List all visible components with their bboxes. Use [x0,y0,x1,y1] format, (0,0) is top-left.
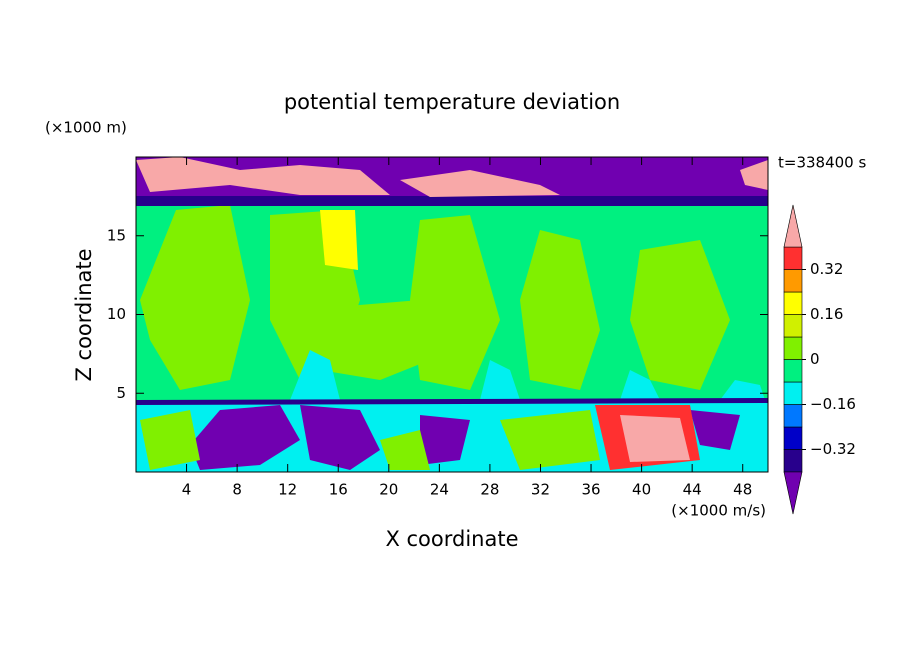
chart-title: potential temperature deviation [284,90,620,114]
colorbar-box [783,404,803,428]
annotation: t=338400 s [778,154,866,172]
x-tick-label: 16 [329,481,348,499]
x-unit: (×1000 m/s) [671,502,766,520]
colorbar-label: 0 [810,350,820,368]
field-low-edge [136,398,768,405]
field-top-warm [136,157,768,197]
x-tick-label: 12 [278,481,297,499]
colorbar-box [783,336,803,360]
colorbar-box [783,359,803,383]
field-cool [290,350,765,400]
field-low-peak [620,415,690,462]
field [136,157,768,472]
field-top-edge [136,196,768,206]
y-axis-label: Z coordinate [72,248,96,381]
x-tick-label: 32 [531,481,550,499]
x-tick-label: 24 [430,481,449,499]
y-tick-label: 5 [116,384,126,402]
x-axis-label: X coordinate [385,527,518,551]
colorbar-box [783,291,803,315]
field-low-cold [190,405,740,470]
y-tick-label: 15 [107,226,126,244]
y-unit: (×1000 m) [45,119,127,137]
colorbar-box [783,426,803,450]
x-tick-label: 36 [581,481,600,499]
field-low-mid [140,410,600,470]
x-tick-label: 8 [232,481,242,499]
colorbar-under [783,471,803,515]
colorbar-box [783,269,803,293]
colorbar-box [783,381,803,405]
colorbar-label: 0.16 [810,305,843,323]
colorbar-box [783,246,803,270]
colorbar-box [783,449,803,473]
x-tick-label: 44 [683,481,702,499]
x-tick-label: 28 [480,481,499,499]
x-tick-label: 48 [733,481,752,499]
colorbar-label: −0.32 [810,440,856,458]
x-tick-label: 40 [632,481,651,499]
colorbar-label: 0.32 [810,260,843,278]
x-tick-label: 20 [379,481,398,499]
colorbar-over [783,204,803,248]
colorbar-box [783,314,803,338]
colorbar-label: −0.16 [810,395,856,413]
y-tick-label: 10 [107,305,126,323]
field-hot [320,210,358,270]
x-tick-label: 4 [182,481,192,499]
